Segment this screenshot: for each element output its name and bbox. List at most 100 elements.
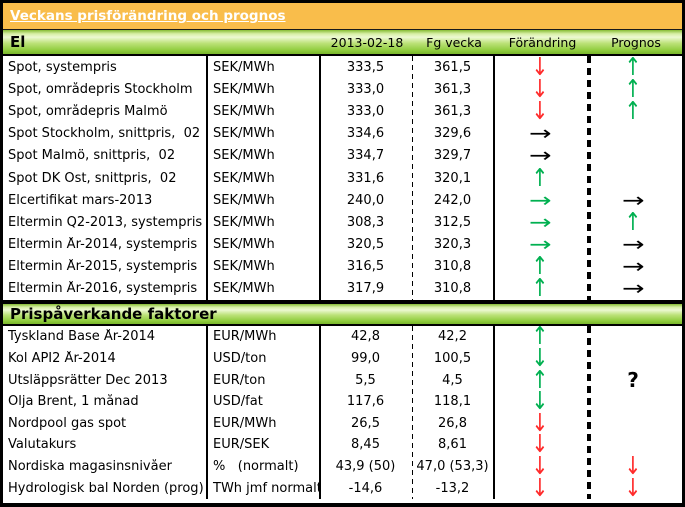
section-faktorer-rows: Tyskland Base År-2014 EUR/MWh 42,8 42,2 … xyxy=(3,326,682,499)
divider-unit-current xyxy=(319,56,321,300)
row-unit: SEK/MWh xyxy=(213,126,275,142)
row-label: Elcertifikat mars-2013 xyxy=(8,192,153,208)
row-change-cell: ↓ xyxy=(493,456,587,477)
row-prev-value: 118,1 xyxy=(433,394,472,410)
row-forecast-cell: ↑ xyxy=(587,212,679,233)
table-row: Nordpool gas spot EUR/MWh 26,5 26,8 ↓ xyxy=(3,413,682,435)
row-change-cell: ↓ xyxy=(493,57,587,78)
row-unit: TWh jmf normalt xyxy=(213,480,319,496)
row-current-value: 334,6 xyxy=(346,126,385,142)
arrow-up-green-icon: ↑ xyxy=(624,100,642,122)
question-mark: ? xyxy=(627,369,639,391)
row-prev-value: 4,5 xyxy=(442,372,463,388)
table-row: Utsläppsrätter Dec 2013 EUR/ton 5,5 4,5 … xyxy=(3,369,682,391)
divider-current-prev-dashed xyxy=(412,326,413,499)
arrow-right-green-icon: → xyxy=(528,234,552,256)
row-forecast-cell: → xyxy=(587,256,679,277)
section-label-faktorer: Prispåverkande faktorer xyxy=(10,305,217,323)
divider-prev-change xyxy=(493,326,495,499)
row-prev-value: 361,3 xyxy=(433,103,472,119)
row-label: Spot Malmö, snittpris, 02 xyxy=(8,148,176,164)
table-row: Spot, områdepris Malmö SEK/MWh 333,0 361… xyxy=(3,100,682,122)
row-change-cell: ↓ xyxy=(493,413,587,434)
arrow-up-green-icon: ↑ xyxy=(624,211,642,233)
row-prev-value: 310,8 xyxy=(433,281,472,297)
table-row: Nordiska magasinsnivåer % (normalt) 43,9… xyxy=(3,456,682,478)
row-current-value: 331,6 xyxy=(346,170,385,186)
table-row: Spot, systempris SEK/MWh 333,5 361,5 ↓ ↑ xyxy=(3,56,682,78)
row-change-cell: ↓ xyxy=(493,348,587,369)
row-unit: SEK/MWh xyxy=(213,103,275,119)
table-row: Eltermin År-2014, systempris SEK/MWh 320… xyxy=(3,234,682,256)
divider-change-forecast-dashed xyxy=(587,56,591,300)
row-current-value: 43,9 (50) xyxy=(335,459,396,475)
row-change-cell: → xyxy=(493,212,587,233)
row-current-value: 5,5 xyxy=(355,372,376,388)
arrow-down-red-icon: ↓ xyxy=(531,434,549,456)
arrow-right-green-icon: → xyxy=(528,211,552,233)
row-forecast-cell: → xyxy=(587,190,679,211)
row-unit: USD/fat xyxy=(213,394,263,410)
row-prev-value: 361,3 xyxy=(433,81,472,97)
arrow-up-green-icon: ↑ xyxy=(624,56,642,78)
section-header-el: El 2013-02-18 Fg vecka Förändring Progno… xyxy=(3,30,682,56)
row-current-value: 240,0 xyxy=(346,192,385,208)
row-change-cell: ↓ xyxy=(493,478,587,499)
divider-prev-change xyxy=(493,56,495,300)
row-forecast-cell: ↑ xyxy=(587,101,679,122)
arrow-down-red-icon: ↓ xyxy=(531,56,549,78)
row-current-value: 334,7 xyxy=(346,148,385,164)
table-row: Valutakurs EUR/SEK 8,45 8,61 ↓ xyxy=(3,434,682,456)
row-change-cell: → xyxy=(493,123,587,144)
table-row: Eltermin År-2015, systempris SEK/MWh 316… xyxy=(3,256,682,278)
arrow-down-red-icon: ↓ xyxy=(531,456,549,478)
row-forecast-cell: ↑ xyxy=(587,57,679,78)
arrow-right-green-icon: → xyxy=(528,189,552,211)
row-label: Spot, områdepris Malmö xyxy=(8,103,168,119)
row-forecast-cell: → xyxy=(587,278,679,299)
row-prev-value: 329,7 xyxy=(433,148,472,164)
table-row: Eltermin Q2-2013, systempris SEK/MWh 308… xyxy=(3,211,682,233)
row-unit: % (normalt) xyxy=(213,459,299,475)
divider-current-prev-dashed xyxy=(412,56,413,300)
row-current-value: 99,0 xyxy=(351,350,380,366)
arrow-right-black-icon: → xyxy=(621,234,645,256)
row-prev-value: 310,8 xyxy=(433,259,472,275)
row-prev-value: 320,1 xyxy=(433,170,472,186)
row-current-value: 333,0 xyxy=(346,103,385,119)
title-bar: Veckans prisförändring och prognos xyxy=(3,3,682,30)
row-unit: SEK/MWh xyxy=(213,259,275,275)
arrow-up-green-icon: ↑ xyxy=(531,167,549,189)
row-label: Eltermin Q2-2013, systempris xyxy=(8,214,203,230)
row-unit: SEK/MWh xyxy=(213,237,275,253)
row-forecast-cell: ↓ xyxy=(587,456,679,477)
row-current-value: 333,0 xyxy=(346,81,385,97)
row-change-cell: ↑ xyxy=(493,370,587,391)
row-current-value: 316,5 xyxy=(346,259,385,275)
row-current-value: 308,3 xyxy=(346,214,385,230)
row-label: Spot Stockholm, snittpris, 02 xyxy=(8,126,201,142)
row-change-cell: ↑ xyxy=(493,168,587,189)
row-unit: SEK/MWh xyxy=(213,281,275,297)
row-change-cell: ↑ xyxy=(493,326,587,347)
row-current-value: 42,8 xyxy=(351,329,380,345)
arrow-down-red-icon: ↓ xyxy=(531,78,549,100)
row-label: Eltermin År-2016, systempris xyxy=(8,281,198,297)
arrow-up-green-icon: ↑ xyxy=(531,369,549,391)
row-change-cell: ↓ xyxy=(493,434,587,455)
section-el-rows: Spot, systempris SEK/MWh 333,5 361,5 ↓ ↑… xyxy=(3,56,682,301)
row-label: Olja Brent, 1 månad xyxy=(8,394,139,410)
row-unit: EUR/MWh xyxy=(213,329,277,345)
row-current-value: 26,5 xyxy=(351,415,380,431)
table-row: Tyskland Base År-2014 EUR/MWh 42,8 42,2 … xyxy=(3,326,682,348)
section-label-el: El xyxy=(10,33,26,51)
arrow-up-green-icon: ↑ xyxy=(531,256,549,278)
arrow-right-black-icon: → xyxy=(621,189,645,211)
column-header-prev-week: Fg vecka xyxy=(426,34,482,50)
row-change-cell: ↑ xyxy=(493,256,587,277)
row-label: Eltermin År-2014, systempris xyxy=(8,237,198,253)
row-label: Tyskland Base År-2014 xyxy=(8,329,156,345)
row-forecast-cell: ? xyxy=(587,370,679,391)
row-change-cell: → xyxy=(493,234,587,255)
